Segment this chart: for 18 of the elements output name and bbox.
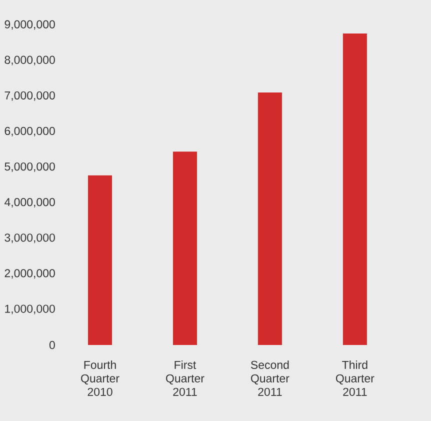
y-tick-label: 0 bbox=[49, 340, 55, 350]
y-tick-label: 3,000,000 bbox=[4, 234, 55, 244]
y-tick-label: 4,000,000 bbox=[4, 198, 55, 208]
y-tick-label: 1,000,000 bbox=[5, 304, 55, 314]
x-tick-label: Second Quarter 2011 bbox=[250, 360, 290, 396]
x-tick-label: Fourth Quarter 2010 bbox=[81, 360, 120, 396]
y-tick-label: 7,000,000 bbox=[4, 91, 55, 101]
y-tick-label: 2,000,000 bbox=[4, 269, 55, 279]
bar bbox=[342, 34, 367, 345]
bar bbox=[88, 175, 112, 345]
x-tick-label: Third Quarter 2011 bbox=[336, 360, 374, 396]
y-tick-label: 8,000,000 bbox=[4, 56, 55, 66]
x-tick-label: First Quarter 2011 bbox=[166, 360, 204, 396]
y-tick-label: 6,000,000 bbox=[4, 126, 55, 136]
y-tick-label: 9,000,000 bbox=[4, 20, 55, 30]
bar bbox=[172, 152, 197, 345]
y-tick-label: 5,000,000 bbox=[4, 162, 55, 172]
bar bbox=[258, 92, 282, 345]
